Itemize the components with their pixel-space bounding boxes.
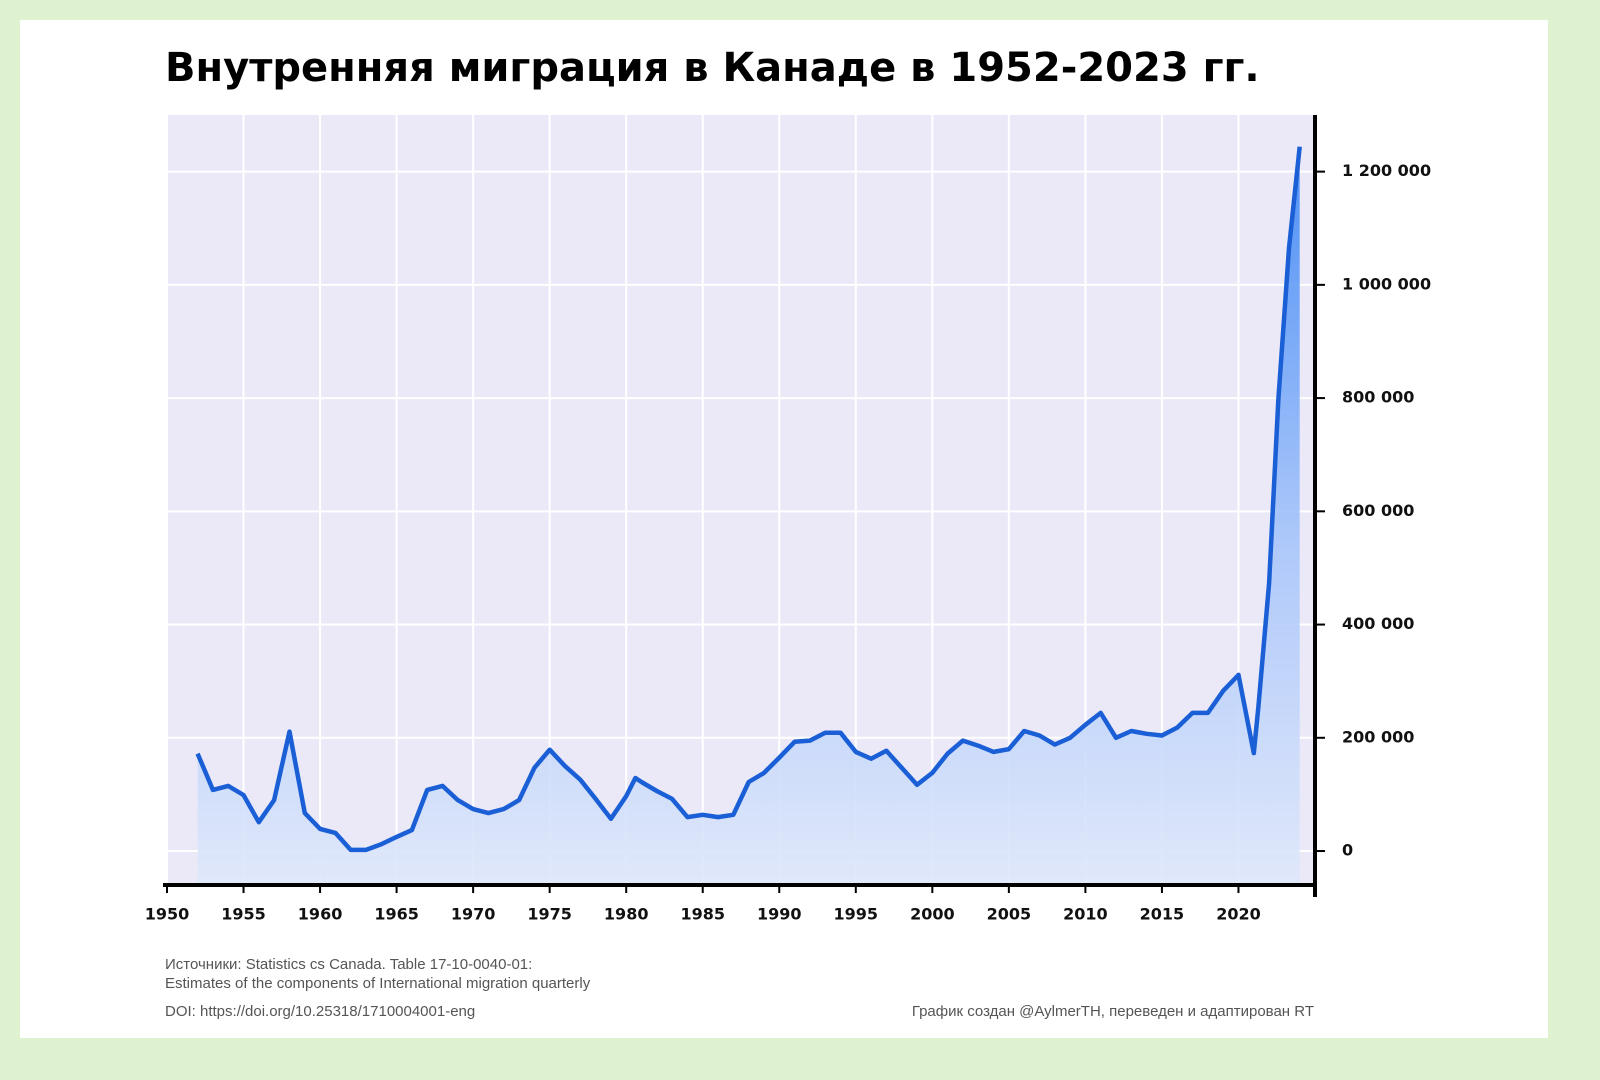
x-tick-label: 1980 bbox=[604, 905, 649, 924]
y-tick-label: 1 200 000 bbox=[1342, 161, 1431, 180]
y-tick-label: 800 000 bbox=[1342, 388, 1414, 407]
source-line: DOI: https://doi.org/10.25318/1710004001… bbox=[165, 1003, 475, 1020]
x-tick-label: 1995 bbox=[834, 905, 879, 924]
area bbox=[197, 146, 1300, 885]
x-tick-label: 1970 bbox=[451, 905, 496, 924]
x-tick-label: 1955 bbox=[221, 905, 266, 924]
x-tick-label: 2020 bbox=[1216, 905, 1261, 924]
y-tick-label: 200 000 bbox=[1342, 727, 1414, 746]
x-tick-label: 2015 bbox=[1140, 905, 1185, 924]
chart-title: Внутренняя миграция в Канаде в 1952-2023… bbox=[165, 45, 1260, 91]
x-tick-label: 2005 bbox=[987, 905, 1032, 924]
x-tick-label: 1990 bbox=[757, 905, 802, 924]
credit: График создан @AylmerTH, переведен и ада… bbox=[912, 1003, 1314, 1020]
y-tick-label: 600 000 bbox=[1342, 501, 1414, 520]
x-tick-label: 2010 bbox=[1063, 905, 1108, 924]
line bbox=[195, 146, 1302, 853]
source-line: Источники: Statistics cs Canada. Table 1… bbox=[165, 956, 532, 973]
y-tick-label: 400 000 bbox=[1342, 614, 1414, 633]
x-tick-label: 1985 bbox=[680, 905, 725, 924]
y-tick-label: 1 000 000 bbox=[1342, 274, 1431, 293]
source-line: Estimates of the components of Internati… bbox=[165, 975, 591, 992]
y-tick-label: 0 bbox=[1342, 841, 1353, 860]
x-tick-label: 1975 bbox=[527, 905, 572, 924]
x-tick-label: 1950 bbox=[145, 905, 190, 924]
x-tick-label: 1960 bbox=[298, 905, 343, 924]
x-tick-label: 2000 bbox=[910, 905, 955, 924]
x-tick-label: 1965 bbox=[374, 905, 419, 924]
